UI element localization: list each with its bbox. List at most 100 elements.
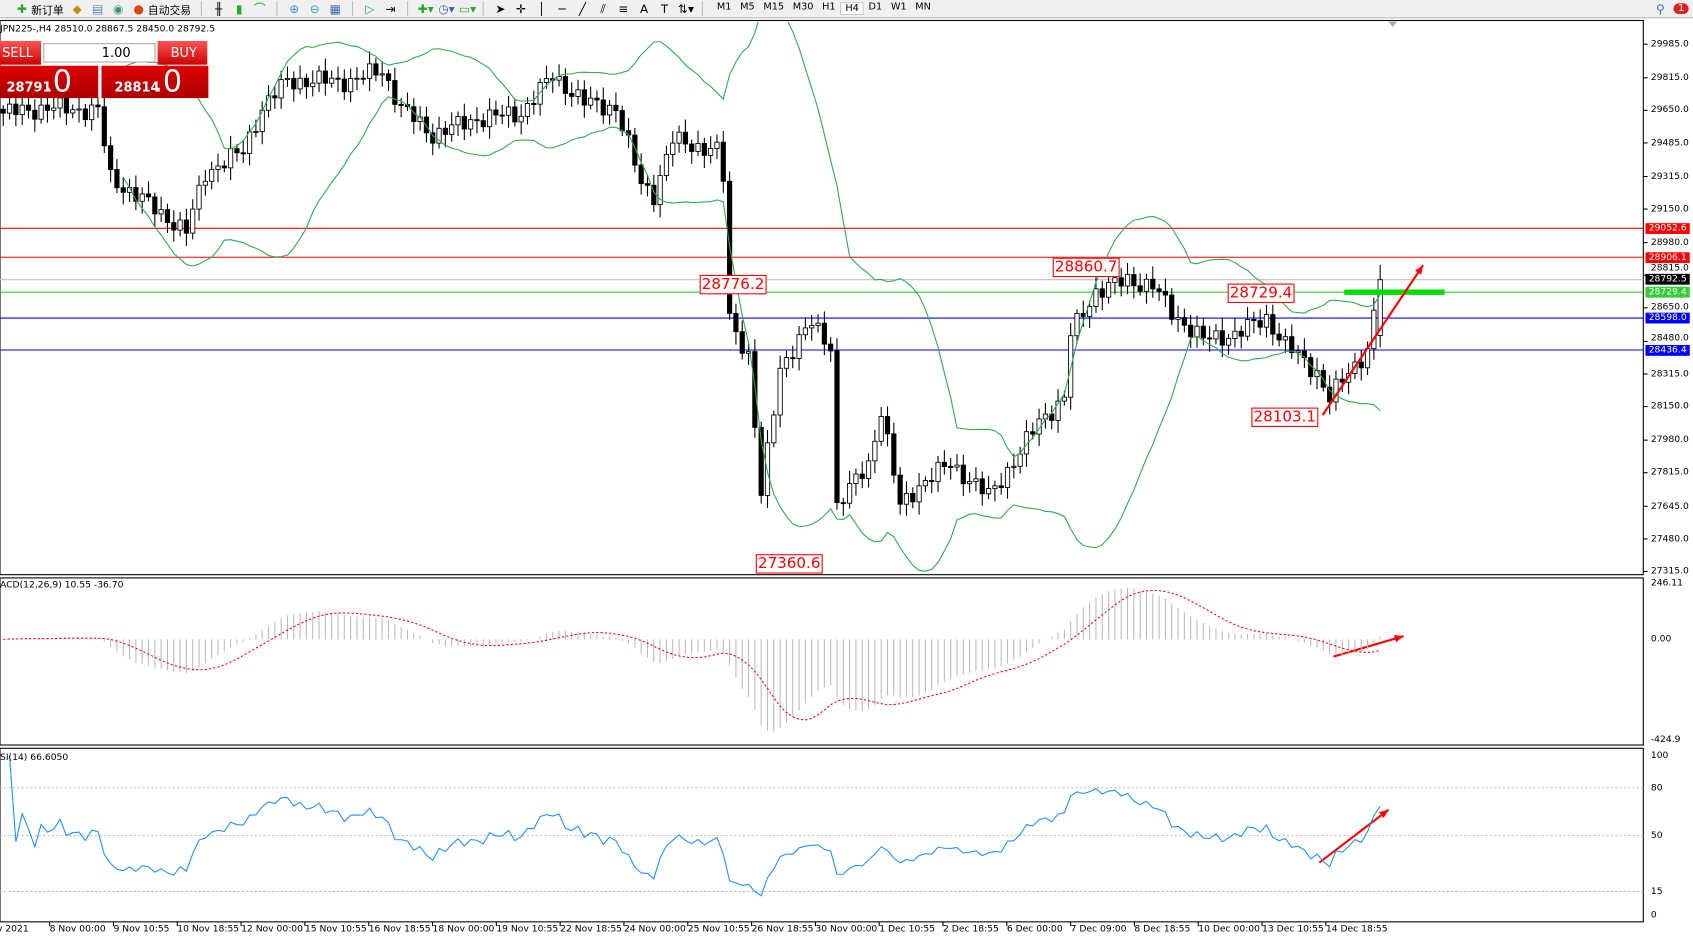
candle-body bbox=[1232, 330, 1238, 339]
candle-body bbox=[164, 209, 171, 224]
candle-body bbox=[32, 109, 38, 120]
bid-price[interactable]: 28791.0 bbox=[0, 64, 99, 99]
candle-body bbox=[903, 492, 910, 505]
text-icon[interactable]: A bbox=[639, 1, 649, 16]
rsi-axis-label: 15 bbox=[1650, 886, 1663, 897]
time-axis-label: 9 Nov 10:55 bbox=[113, 924, 170, 935]
price-axis-label: 28315.0 bbox=[1650, 368, 1689, 380]
sell-button[interactable]: SELL bbox=[0, 40, 42, 65]
candle-body bbox=[1244, 319, 1251, 337]
candle-body bbox=[979, 478, 985, 495]
market-watch-icon[interactable]: ◆ bbox=[72, 1, 82, 16]
price-annotation: 28729.4 bbox=[1227, 283, 1295, 303]
candle-body bbox=[790, 357, 796, 360]
trendline-icon[interactable]: ╱ bbox=[578, 1, 587, 16]
fibonacci-icon[interactable]: ≡ bbox=[618, 1, 629, 16]
candle-body bbox=[1194, 325, 1200, 338]
zoom-in-icon[interactable]: ⊕ bbox=[289, 1, 300, 16]
candle-body bbox=[0, 108, 6, 114]
candle-body bbox=[575, 89, 581, 97]
candle-body bbox=[745, 351, 752, 354]
periods-icon[interactable]: ◷▾ bbox=[438, 1, 455, 16]
candle-body bbox=[1276, 333, 1282, 341]
price-axis-label: 27815.0 bbox=[1650, 467, 1689, 479]
macd-trend-arrow-head bbox=[1393, 635, 1404, 643]
candle-body bbox=[1270, 314, 1276, 335]
candle-body bbox=[108, 145, 114, 170]
divider bbox=[200, 1, 202, 17]
new-order-button[interactable]: ✚ 新订单 bbox=[15, 1, 64, 17]
signals-icon[interactable]: ◉ bbox=[113, 1, 124, 16]
timeframe-h4[interactable]: H4 bbox=[839, 2, 865, 16]
candle-body bbox=[524, 103, 531, 117]
time-axis-label: 25 Nov 10:55 bbox=[687, 924, 750, 935]
ask-price[interactable]: 28814.0 bbox=[101, 64, 209, 99]
macd-signal-line bbox=[3, 589, 1381, 721]
line-chart-icon[interactable]: ⌒ bbox=[253, 1, 266, 16]
candle-body bbox=[802, 327, 808, 336]
candle-body bbox=[556, 76, 562, 81]
zoom-out-icon[interactable]: ⊖ bbox=[309, 1, 320, 16]
timeframe-mn[interactable]: MN bbox=[915, 2, 931, 13]
candle-body bbox=[101, 106, 107, 147]
timeframe-m1[interactable]: M1 bbox=[716, 2, 732, 13]
candle-body bbox=[234, 148, 240, 154]
candle-body bbox=[935, 461, 941, 483]
candle-body bbox=[291, 77, 297, 90]
price-tag: 28436.4 bbox=[1645, 344, 1690, 356]
timeframe-m5[interactable]: M5 bbox=[740, 2, 755, 13]
search-icon[interactable]: ⚲ bbox=[1655, 1, 1665, 16]
candle-body bbox=[13, 103, 19, 116]
price-axis-label: 28150.0 bbox=[1650, 401, 1689, 412]
timeframe-m15[interactable]: M15 bbox=[763, 2, 785, 13]
candle-body bbox=[385, 73, 392, 81]
horizontal-line-icon[interactable]: ─ bbox=[558, 1, 566, 16]
candle-body bbox=[341, 78, 347, 93]
timeframe-w1[interactable]: W1 bbox=[890, 2, 907, 13]
notification-badge[interactable]: 1 bbox=[1673, 3, 1689, 15]
candle-body bbox=[992, 485, 998, 489]
timeframe-m30[interactable]: M30 bbox=[792, 2, 814, 13]
indicators-icon[interactable]: ✚▾ bbox=[417, 1, 434, 16]
candle-body bbox=[430, 132, 436, 144]
candle-body bbox=[657, 175, 663, 206]
auto-trading-button[interactable]: ● 自动交易 bbox=[133, 1, 192, 17]
price-annotation: 28776.2 bbox=[699, 274, 767, 295]
candle-body bbox=[38, 104, 44, 120]
candle-body bbox=[1282, 336, 1289, 341]
candle-body bbox=[316, 70, 322, 84]
price-tag: 28729.4 bbox=[1645, 286, 1690, 298]
candle-body bbox=[253, 131, 259, 134]
candle-body bbox=[941, 461, 947, 467]
volume-input[interactable]: 1.00 bbox=[43, 43, 156, 63]
chart-shift-icon[interactable]: ⇥ bbox=[385, 1, 396, 16]
candle-body bbox=[209, 169, 215, 182]
tile-windows-icon[interactable]: ▦ bbox=[329, 1, 341, 16]
text-label-icon[interactable]: T bbox=[660, 1, 669, 16]
timeframe-h1[interactable]: H1 bbox=[822, 2, 836, 13]
templates-icon[interactable]: ▭▾ bbox=[458, 1, 477, 16]
candle-body bbox=[1207, 337, 1213, 340]
bar-chart-icon[interactable]: ╫ bbox=[215, 1, 223, 16]
candle-body bbox=[493, 109, 499, 116]
auto-scroll-icon[interactable]: ▷ bbox=[365, 1, 375, 16]
candle-body bbox=[177, 219, 183, 231]
chart-info: JPN225-,H4 28510.0 28867.5 28450.0 28792… bbox=[0, 23, 216, 35]
candle-body bbox=[70, 109, 76, 114]
candle-body bbox=[442, 127, 448, 135]
vertical-line-icon[interactable]: │ bbox=[537, 1, 546, 16]
equidistant-channel-icon[interactable]: ⫽ bbox=[600, 1, 606, 16]
arrows-icon[interactable]: ⇅▾ bbox=[678, 1, 694, 16]
candle-body bbox=[171, 222, 177, 231]
timeframe-d1[interactable]: D1 bbox=[868, 2, 883, 13]
candle-body bbox=[771, 414, 777, 444]
buy-button[interactable]: BUY bbox=[157, 40, 208, 65]
crosshair-icon[interactable]: ✛ bbox=[515, 1, 526, 16]
navigator-icon[interactable]: ▤ bbox=[92, 1, 104, 16]
time-axis-label: 10 Dec 00:00 bbox=[1198, 924, 1260, 935]
candlestick-icon[interactable]: ▮ bbox=[235, 1, 243, 16]
time-axis-label: 7 Dec 09:00 bbox=[1070, 924, 1127, 935]
cursor-icon[interactable]: ➤ bbox=[495, 1, 506, 16]
candle-body bbox=[366, 63, 373, 79]
